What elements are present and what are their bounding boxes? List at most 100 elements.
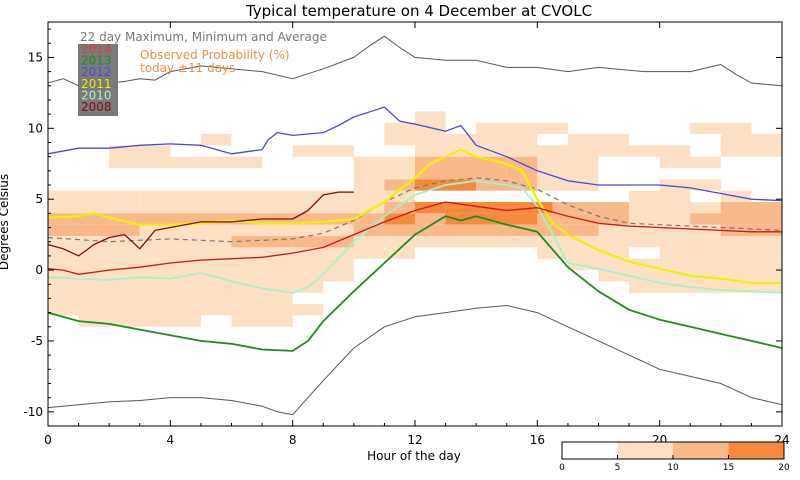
probability-cell <box>506 168 538 180</box>
probability-cell <box>415 236 538 248</box>
probability-cell <box>445 213 538 225</box>
probability-cell <box>659 258 782 271</box>
probability-heatmap <box>48 111 782 327</box>
series-line-2011 <box>47 148 782 284</box>
probability-cell <box>690 122 752 134</box>
probability-label: Observed Probability (%) <box>140 48 290 62</box>
series-line-2014 <box>47 201 782 275</box>
probability-cell <box>415 168 446 180</box>
probability-cell <box>353 224 415 237</box>
probability-cell <box>659 156 721 169</box>
year-legend-entry: 2014 <box>81 42 112 56</box>
probability-cell <box>48 202 140 214</box>
probability-cell <box>537 168 599 180</box>
probability-cell <box>598 236 660 248</box>
probability-cell <box>384 213 415 225</box>
probability-cell <box>537 247 630 259</box>
probability-cell <box>139 224 354 237</box>
y-tick-label: 0 <box>35 263 43 277</box>
colorbar-tick-label: 15 <box>723 463 734 473</box>
x-axis-label: Hour of the day <box>367 449 461 463</box>
probability-cell <box>139 190 354 203</box>
y-tick-label: 5 <box>35 192 43 206</box>
probability-cell <box>659 179 721 191</box>
probability-cell <box>659 247 782 259</box>
probability-cell <box>567 258 660 271</box>
probability-cell <box>384 133 538 146</box>
probability-cell <box>415 213 446 225</box>
probability-cell <box>384 122 446 134</box>
probability-cell <box>353 156 415 169</box>
year-legend-entry: 2012 <box>81 65 112 79</box>
probability-cell <box>200 133 232 146</box>
probability-cell <box>48 304 324 316</box>
legend-title: 22 day Maximum, Minimum and Average <box>80 30 327 44</box>
year-legend-entry: 2011 <box>81 77 112 91</box>
probability-cell <box>48 190 140 203</box>
y-tick-label: -5 <box>31 334 43 348</box>
probability-cell <box>720 202 782 214</box>
series-line-average <box>47 177 783 243</box>
probability-cell <box>231 315 293 327</box>
probability-cell <box>384 179 415 191</box>
year-legend-entry: 2008 <box>81 100 112 114</box>
probability-cell <box>537 224 599 237</box>
series-lines <box>47 35 783 416</box>
x-tick-label: 16 <box>530 433 545 447</box>
probability-cell <box>415 224 538 237</box>
probability-cell <box>109 156 263 169</box>
probability-cell <box>78 315 201 327</box>
x-tick-label: 0 <box>44 433 52 447</box>
y-axis-label: Degrees Celsius <box>0 174 11 270</box>
probability-cell <box>415 111 446 123</box>
legend: 22 day Maximum, Minimum and Average Obse… <box>78 30 327 116</box>
colorbar-segment <box>673 442 729 459</box>
probability-cell <box>109 145 171 157</box>
chart-title: Typical temperature on 4 December at CVO… <box>245 2 592 20</box>
probability-cell <box>109 213 354 225</box>
probability-cell <box>537 236 599 248</box>
probability-cell <box>629 281 782 293</box>
probability-cell <box>552 202 630 214</box>
series-line-2010 <box>47 179 783 294</box>
probability-cell <box>598 224 721 237</box>
x-tick-label: 4 <box>167 433 175 447</box>
y-tick-label: 15 <box>28 50 43 64</box>
probability-cell <box>720 145 782 157</box>
y-tick-label: 10 <box>28 121 43 135</box>
probability-cell <box>48 247 232 259</box>
probability-cell <box>48 270 354 282</box>
probability-cell <box>48 292 293 305</box>
series-line-22-day-minimum <box>47 305 783 416</box>
probability-cell <box>353 190 415 203</box>
probability-sublabel: today ±11 days <box>140 61 235 75</box>
probability-cell <box>476 122 568 134</box>
colorbar-tick-label: 20 <box>778 463 790 473</box>
probability-cell <box>353 236 415 248</box>
series-line-2008 <box>47 191 354 257</box>
probability-cell <box>109 258 354 271</box>
series-line-2012 <box>47 106 783 202</box>
probability-cell <box>353 202 385 214</box>
probability-cell <box>384 202 415 214</box>
probability-cell <box>598 145 691 157</box>
colorbar-segment <box>728 442 784 459</box>
probability-cell <box>48 213 110 225</box>
probability-cell <box>720 224 782 237</box>
y-tick-label: -10 <box>23 405 43 419</box>
colorbar: 0 5 10 15 20 <box>559 441 790 473</box>
probability-cell <box>48 281 293 293</box>
probability-cell <box>48 224 140 237</box>
x-tick-label: 12 <box>407 433 422 447</box>
probability-cell <box>629 202 721 214</box>
probability-cell <box>415 145 599 157</box>
probability-cell <box>231 236 293 248</box>
year-legend-entry: 2013 <box>81 54 112 68</box>
probability-cell <box>415 156 538 169</box>
year-legend-box <box>78 44 118 116</box>
probability-cell <box>48 258 110 271</box>
probability-cell <box>292 236 354 248</box>
x-tick-label: 8 <box>289 433 297 447</box>
